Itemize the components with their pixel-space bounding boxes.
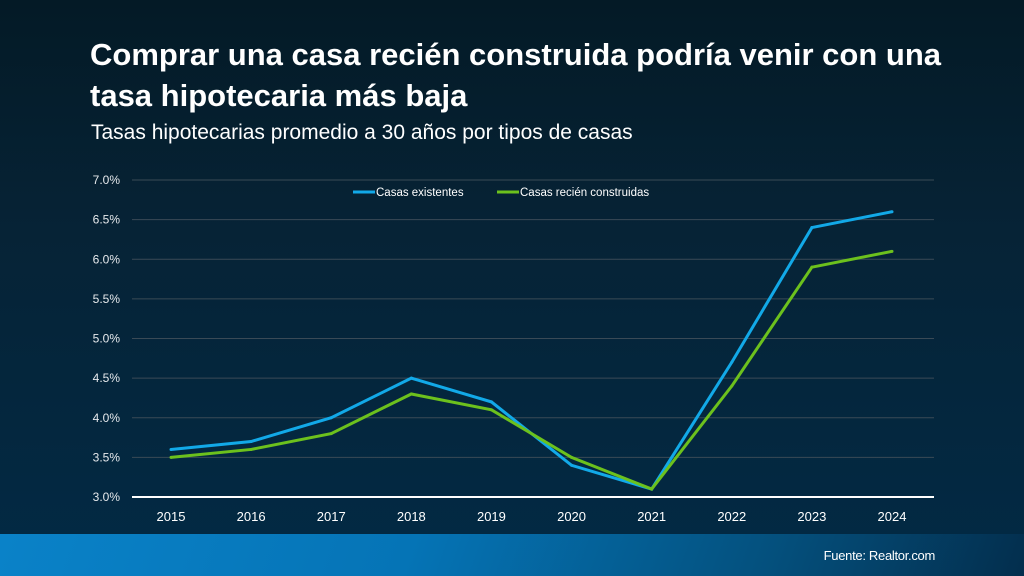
y-tick-label: 6.5% bbox=[93, 213, 121, 227]
x-tick-label: 2023 bbox=[797, 509, 826, 524]
x-tick-label: 2022 bbox=[717, 509, 746, 524]
y-tick-label: 4.5% bbox=[93, 371, 121, 385]
gridlines bbox=[132, 179, 934, 458]
series-line-casas-existentes bbox=[170, 210, 893, 491]
data-point bbox=[650, 487, 654, 491]
x-tick-label: 2018 bbox=[397, 509, 426, 524]
data-point bbox=[489, 408, 493, 412]
x-tick-label: 2021 bbox=[637, 509, 666, 524]
page-subtitle: Tasas hipotecarias promedio a 30 años po… bbox=[91, 121, 633, 144]
data-point bbox=[169, 447, 173, 451]
data-point bbox=[810, 226, 814, 230]
footer-band: Fuente: Realtor.com bbox=[0, 534, 1024, 576]
data-point bbox=[409, 392, 413, 396]
legend-item: Casas recién construidas bbox=[497, 187, 649, 199]
data-point bbox=[810, 265, 814, 269]
data-point bbox=[249, 447, 253, 451]
data-point bbox=[570, 463, 574, 467]
y-tick-label: 5.5% bbox=[93, 292, 121, 306]
data-point bbox=[730, 384, 734, 388]
legend-label: Casas existentes bbox=[376, 187, 464, 199]
y-tick-label: 4.0% bbox=[93, 411, 121, 425]
x-tick-label: 2016 bbox=[237, 509, 266, 524]
x-tick-label: 2015 bbox=[157, 509, 186, 524]
y-axis-ticks: 3.0% 3.5% 4.0% 4.5% 5.0% 5.5% 6.0% 6.5% 7.0% bbox=[93, 173, 121, 504]
x-tick-label: 2024 bbox=[878, 509, 907, 524]
data-point bbox=[890, 210, 894, 214]
x-tick-label: 2019 bbox=[477, 509, 506, 524]
data-point bbox=[890, 249, 894, 253]
x-axis-ticks: 2015 2016 2017 2018 2019 2020 2021 2022 2023 2024 bbox=[157, 509, 907, 524]
legend-label: Casas recién construidas bbox=[520, 187, 649, 199]
data-point bbox=[570, 455, 574, 459]
series-lines bbox=[169, 210, 894, 491]
y-tick-label: 3.0% bbox=[93, 490, 121, 504]
y-tick-label: 6.0% bbox=[93, 252, 121, 266]
x-tick-label: 2020 bbox=[557, 509, 586, 524]
y-tick-label: 3.5% bbox=[93, 450, 121, 464]
data-point bbox=[409, 376, 413, 380]
data-point bbox=[329, 416, 333, 420]
y-tick-label: 7.0% bbox=[93, 173, 121, 187]
data-point bbox=[249, 440, 253, 444]
page-title: Comprar una casa recién construida podrí… bbox=[90, 37, 942, 113]
x-tick-label: 2017 bbox=[317, 509, 346, 524]
legend: Casas existentes Casas recién construidas bbox=[353, 187, 649, 199]
source-note: Fuente: Realtor.com bbox=[823, 548, 936, 563]
data-point bbox=[169, 455, 173, 459]
data-point bbox=[730, 360, 734, 364]
y-tick-label: 5.0% bbox=[93, 332, 121, 346]
data-point bbox=[489, 400, 493, 404]
data-point bbox=[329, 432, 333, 436]
series-line-casas-recien-construidas bbox=[170, 249, 893, 491]
legend-item: Casas existentes bbox=[353, 187, 464, 199]
